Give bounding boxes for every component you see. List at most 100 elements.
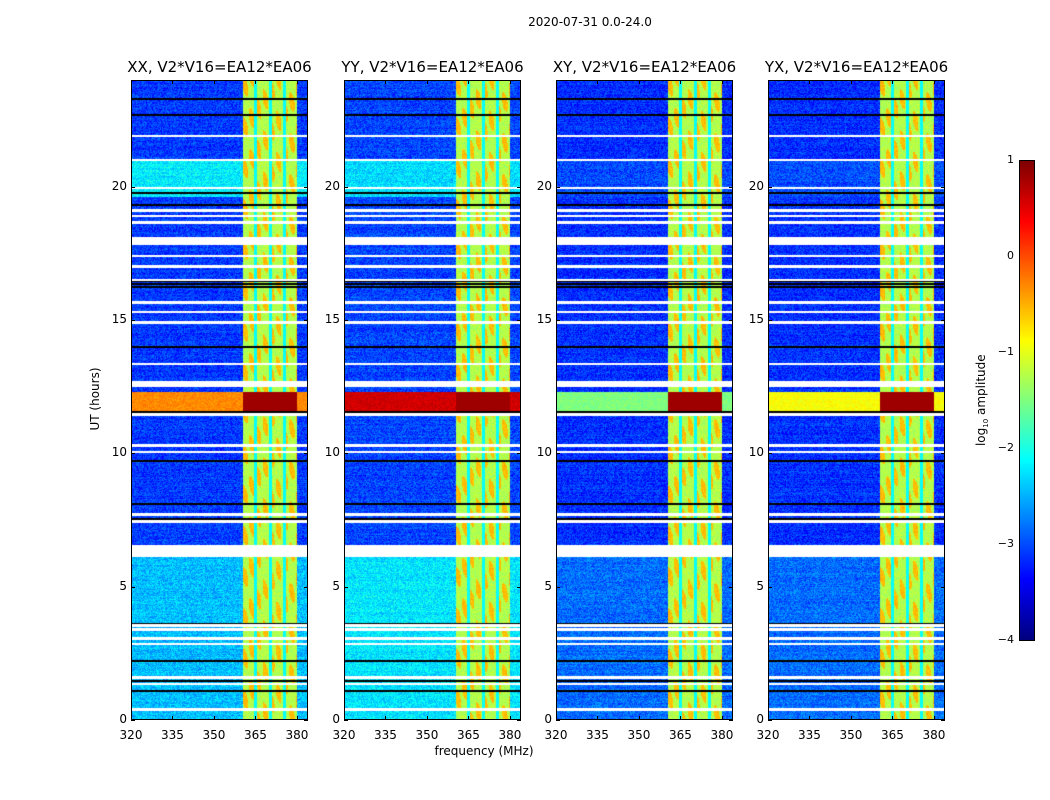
spectrogram-image	[131, 80, 308, 720]
x-tick-mark	[850, 716, 852, 720]
y-tick-mark	[344, 586, 348, 588]
x-tick-label: 365	[669, 728, 692, 742]
panel-title: XX, V2*V16=EA12*EA06	[127, 58, 312, 76]
y-tick-mark	[344, 186, 348, 188]
y-tick-label: 5	[332, 578, 340, 593]
x-tick-label: 335	[586, 728, 609, 742]
y-tick-label: 15	[111, 312, 127, 326]
x-tick-label: 320	[119, 728, 143, 742]
y-tick-label: 15	[536, 312, 552, 326]
spectrogram-panel: XX, V2*V16=EA12*EA06 320 335 350 365 380 0 5 10 1…	[112, 58, 312, 742]
x-tick-mark	[509, 80, 511, 84]
y-tick-label: 5	[756, 578, 764, 593]
y-tick-mark	[729, 453, 733, 455]
x-tick-mark	[933, 80, 935, 84]
x-tick-mark	[597, 80, 599, 84]
colorbar-tick-label: 0	[1007, 249, 1014, 262]
y-tick-mark	[768, 320, 772, 321]
x-tick-mark	[172, 80, 174, 84]
y-tick-mark	[768, 453, 772, 455]
y-tick-mark	[941, 586, 945, 588]
y-tick-mark	[517, 720, 521, 721]
y-tick-mark	[768, 720, 772, 721]
x-tick-mark	[296, 80, 298, 84]
x-tick-mark	[721, 80, 723, 84]
x-tick-label: 380	[922, 728, 946, 742]
y-tick-mark	[768, 586, 772, 588]
x-tick-mark	[131, 716, 132, 720]
y-tick-mark	[131, 586, 135, 588]
y-tick-label: 10	[536, 445, 552, 460]
x-axis-label: frequency (MHz)	[434, 744, 534, 758]
y-tick-mark	[941, 453, 945, 455]
y-tick-mark	[556, 320, 560, 321]
axes-frame	[131, 80, 308, 720]
x-tick-mark	[385, 80, 387, 84]
spectrogram-panel: XY, V2*V16=EA12*EA06 320 335 350 365 380 0 5 10 1…	[537, 58, 736, 742]
y-tick-mark	[517, 586, 521, 588]
x-tick-mark	[255, 80, 257, 84]
y-tick-mark	[131, 720, 135, 721]
spectrogram-image	[768, 80, 945, 720]
y-tick-label: 20	[324, 178, 340, 193]
x-tick-label: 350	[202, 728, 226, 742]
panel-title: YY, V2*V16=EA12*EA06	[341, 58, 524, 76]
x-tick-mark	[768, 716, 769, 720]
y-tick-label: 5	[119, 578, 127, 593]
y-tick-label: 10	[111, 445, 127, 460]
x-tick-label: 335	[161, 728, 184, 742]
y-tick-label: 0	[119, 712, 127, 726]
y-tick-label: 5	[544, 578, 552, 593]
x-tick-label: 365	[457, 728, 480, 742]
x-tick-label: 350	[839, 728, 863, 742]
y-tick-mark	[304, 320, 308, 321]
x-tick-mark	[296, 716, 298, 720]
x-tick-mark	[556, 80, 557, 84]
x-tick-mark	[768, 80, 769, 84]
x-tick-mark	[468, 716, 470, 720]
y-tick-mark	[941, 186, 945, 188]
x-tick-mark	[680, 716, 682, 720]
y-tick-mark	[556, 453, 560, 455]
x-tick-mark	[213, 716, 215, 720]
x-tick-mark	[850, 80, 852, 84]
colorbar-label: log10 amplitude	[973, 354, 991, 447]
x-tick-mark	[131, 80, 132, 84]
y-tick-mark	[517, 186, 521, 188]
axes-frame	[344, 80, 521, 720]
y-tick-mark	[344, 320, 348, 321]
y-tick-label: 0	[332, 712, 340, 726]
x-tick-label: 380	[710, 728, 734, 742]
y-tick-mark	[556, 720, 560, 721]
y-tick-mark	[304, 453, 308, 455]
y-tick-label: 20	[536, 178, 552, 193]
x-tick-mark	[213, 80, 215, 84]
y-tick-mark	[941, 320, 945, 321]
y-tick-mark	[729, 586, 733, 588]
y-tick-mark	[304, 186, 308, 188]
y-axis-label: UT (hours)	[88, 367, 102, 431]
x-tick-mark	[172, 716, 174, 720]
y-tick-label: 0	[756, 712, 764, 726]
x-tick-mark	[892, 716, 894, 720]
x-tick-mark	[255, 716, 257, 720]
x-tick-mark	[933, 716, 935, 720]
spectrogram-image	[556, 80, 733, 720]
x-tick-mark	[468, 80, 470, 84]
panel-title: YX, V2*V16=EA12*EA06	[764, 58, 949, 76]
x-tick-label: 380	[285, 728, 309, 742]
y-tick-mark	[556, 186, 560, 188]
y-tick-mark	[729, 320, 733, 321]
x-tick-mark	[680, 80, 682, 84]
y-tick-mark	[304, 586, 308, 588]
spectrogram-panel: YX, V2*V16=EA12*EA06 320 335 350 365 380 0 5 10 1…	[749, 58, 948, 742]
x-tick-label: 365	[881, 728, 904, 742]
x-tick-label: 320	[332, 728, 356, 742]
y-tick-label: 15	[748, 312, 764, 326]
x-tick-mark	[597, 716, 599, 720]
x-tick-mark	[809, 80, 811, 84]
panel-title: XY, V2*V16=EA12*EA06	[552, 58, 737, 76]
y-tick-label: 20	[111, 178, 127, 193]
x-tick-mark	[344, 80, 345, 84]
